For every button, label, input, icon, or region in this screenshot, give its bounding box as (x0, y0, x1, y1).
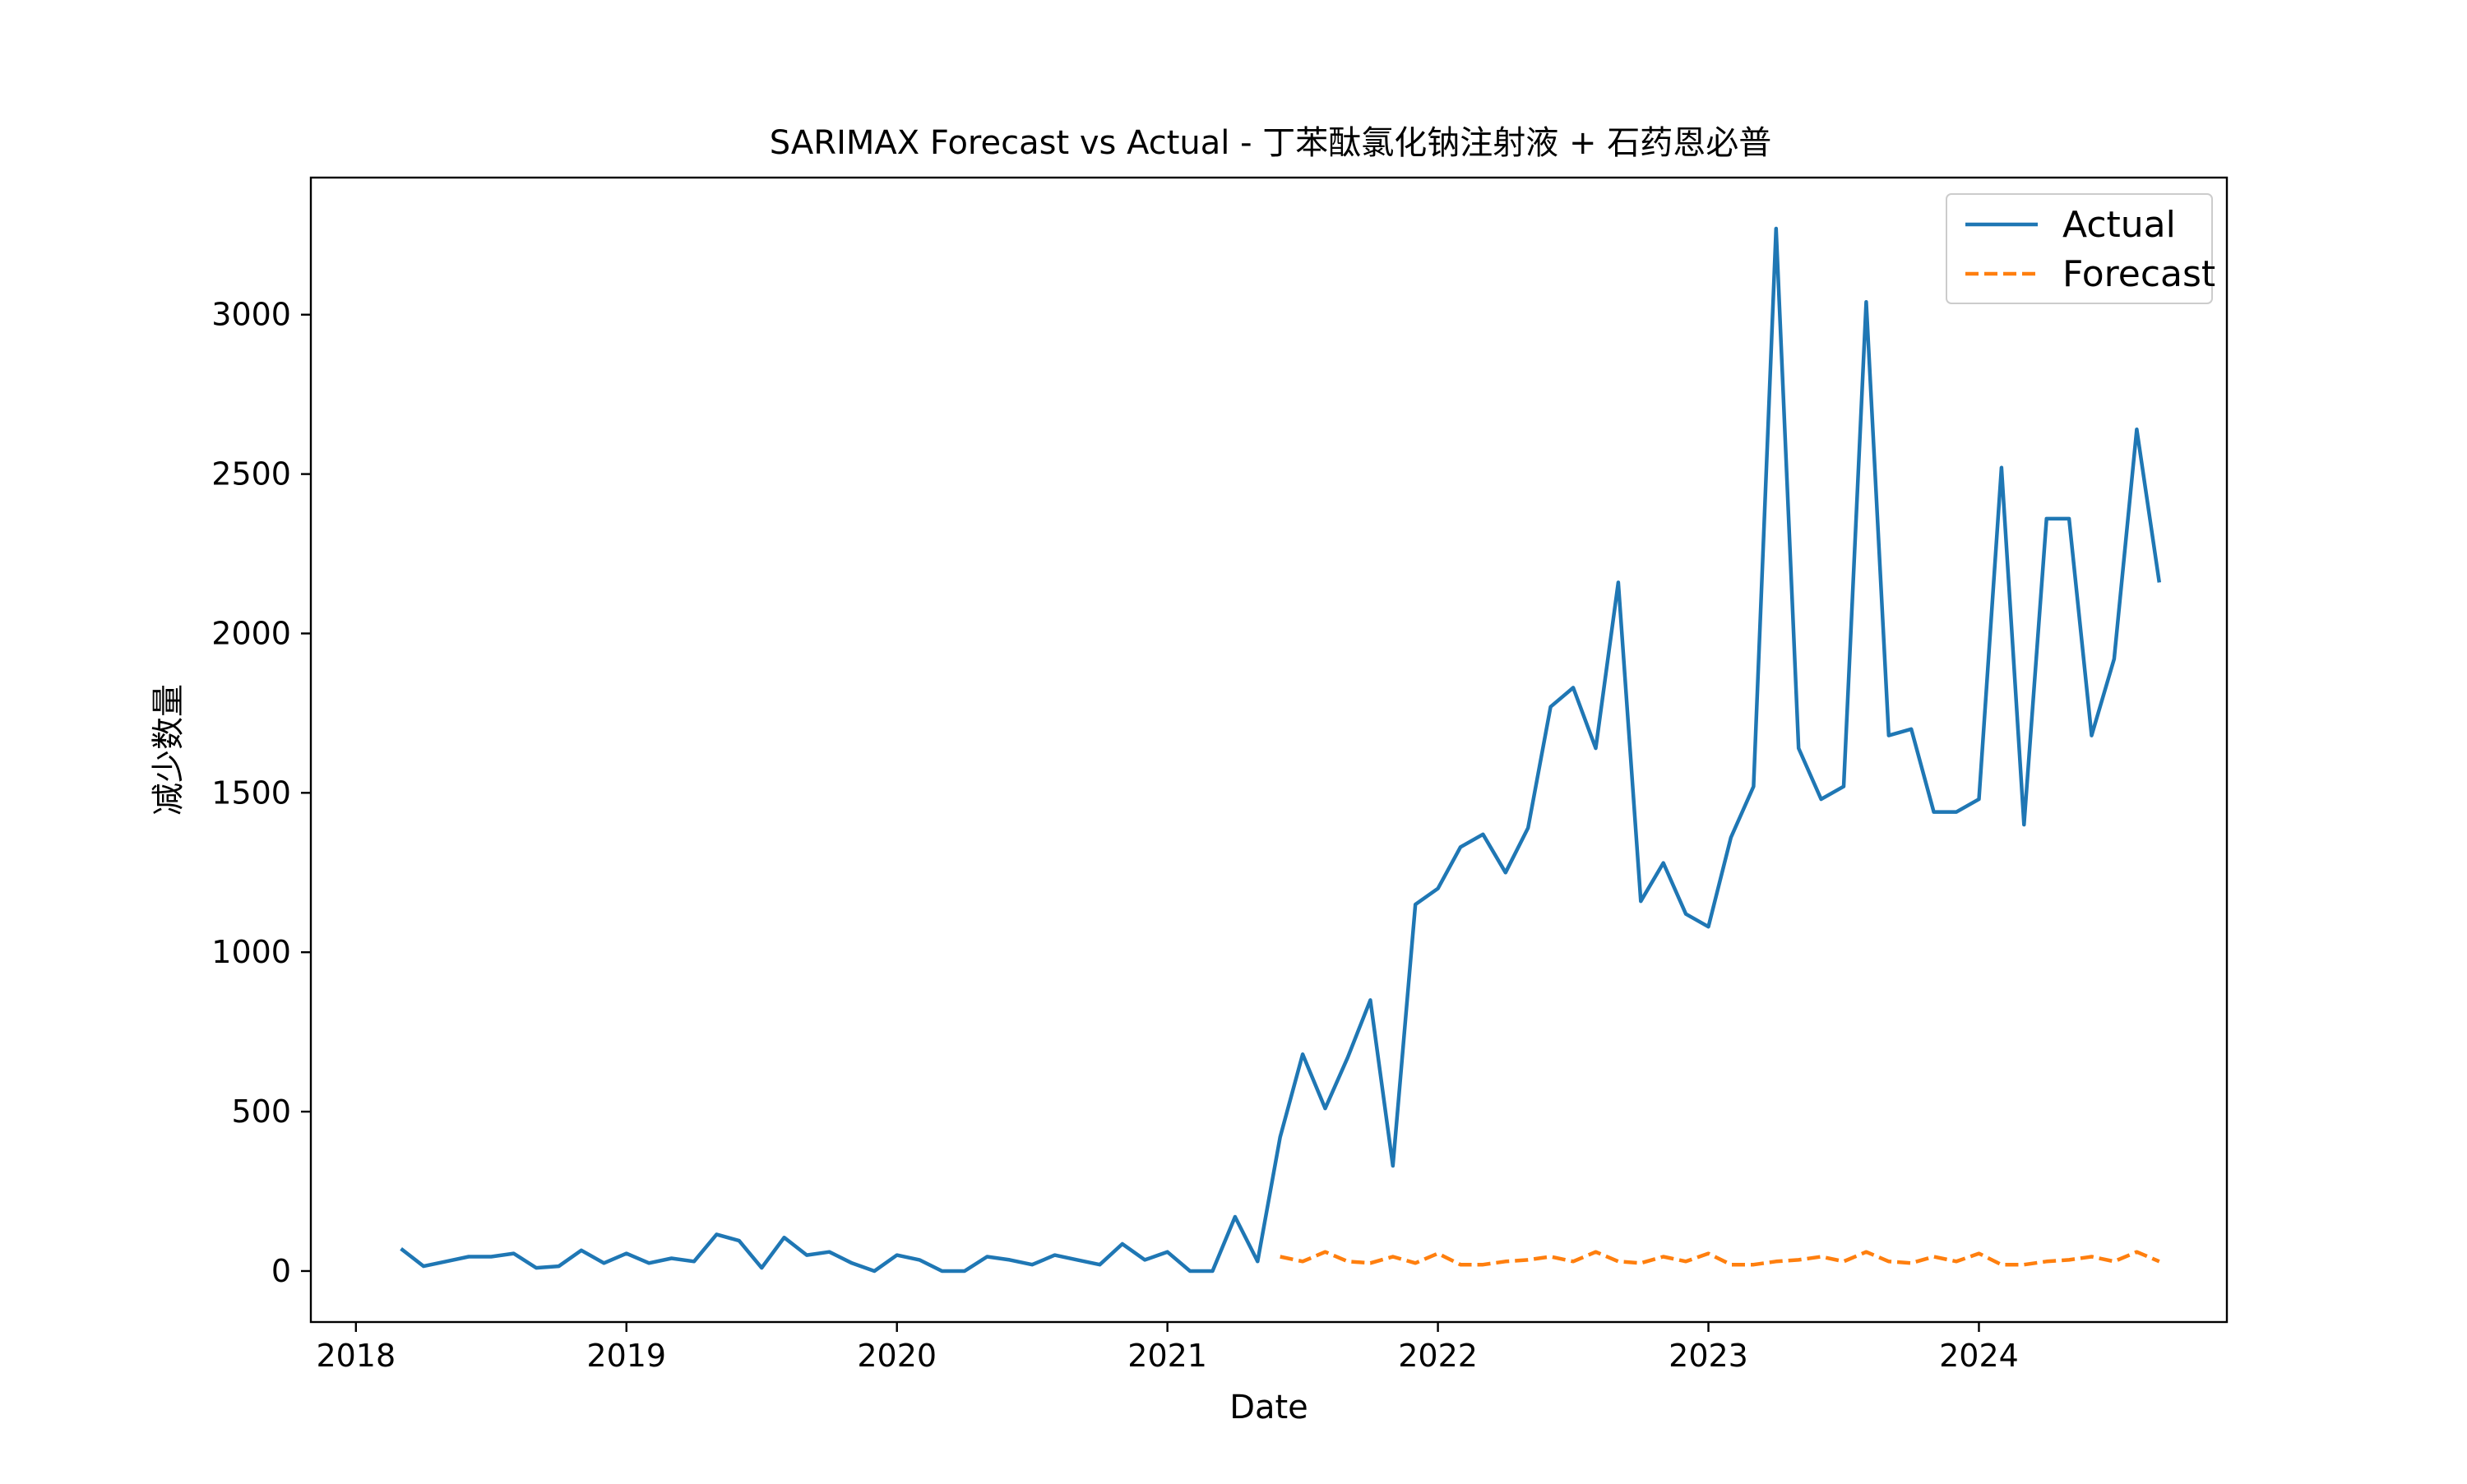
x-tick-label: 2024 (1939, 1338, 2019, 1374)
x-tick-label: 2023 (1669, 1338, 1748, 1374)
legend-label-forecast: Forecast (2062, 253, 2215, 295)
y-tick-label: 2000 (211, 615, 291, 651)
legend-frame (1946, 193, 2213, 304)
y-tick-label: 500 (231, 1093, 291, 1130)
chart-title: SARIMAX Forecast vs Actual - 丁苯酞氯化钠注射液 +… (770, 124, 1771, 162)
x-axis: 2018 2019 2020 2021 2022 2023 2024 (316, 1322, 2019, 1374)
y-axis: 0 500 1000 1500 2000 2500 3000 (211, 297, 311, 1289)
legend-label-actual: Actual (2062, 204, 2176, 246)
x-tick-label: 2019 (586, 1338, 666, 1374)
y-tick-label: 1000 (211, 934, 291, 970)
y-tick-label: 0 (271, 1253, 291, 1289)
series-line-forecast (1280, 1250, 2160, 1267)
plot-area (400, 226, 2162, 1274)
axes-frame (309, 176, 2229, 1324)
x-tick-label: 2020 (857, 1338, 937, 1374)
x-tick-label: 2018 (316, 1338, 396, 1374)
x-axis-label: Date (1229, 1389, 1308, 1426)
x-tick-label: 2022 (1398, 1338, 1478, 1374)
y-tick-label: 3000 (211, 297, 291, 333)
y-axis-label: 减少数量 (150, 684, 187, 816)
y-tick-label: 1500 (211, 774, 291, 811)
y-tick-label: 2500 (211, 456, 291, 492)
legend: Actual Forecast (1946, 193, 2215, 304)
x-tick-label: 2021 (1127, 1338, 1207, 1374)
series-line-actual (400, 226, 2162, 1274)
